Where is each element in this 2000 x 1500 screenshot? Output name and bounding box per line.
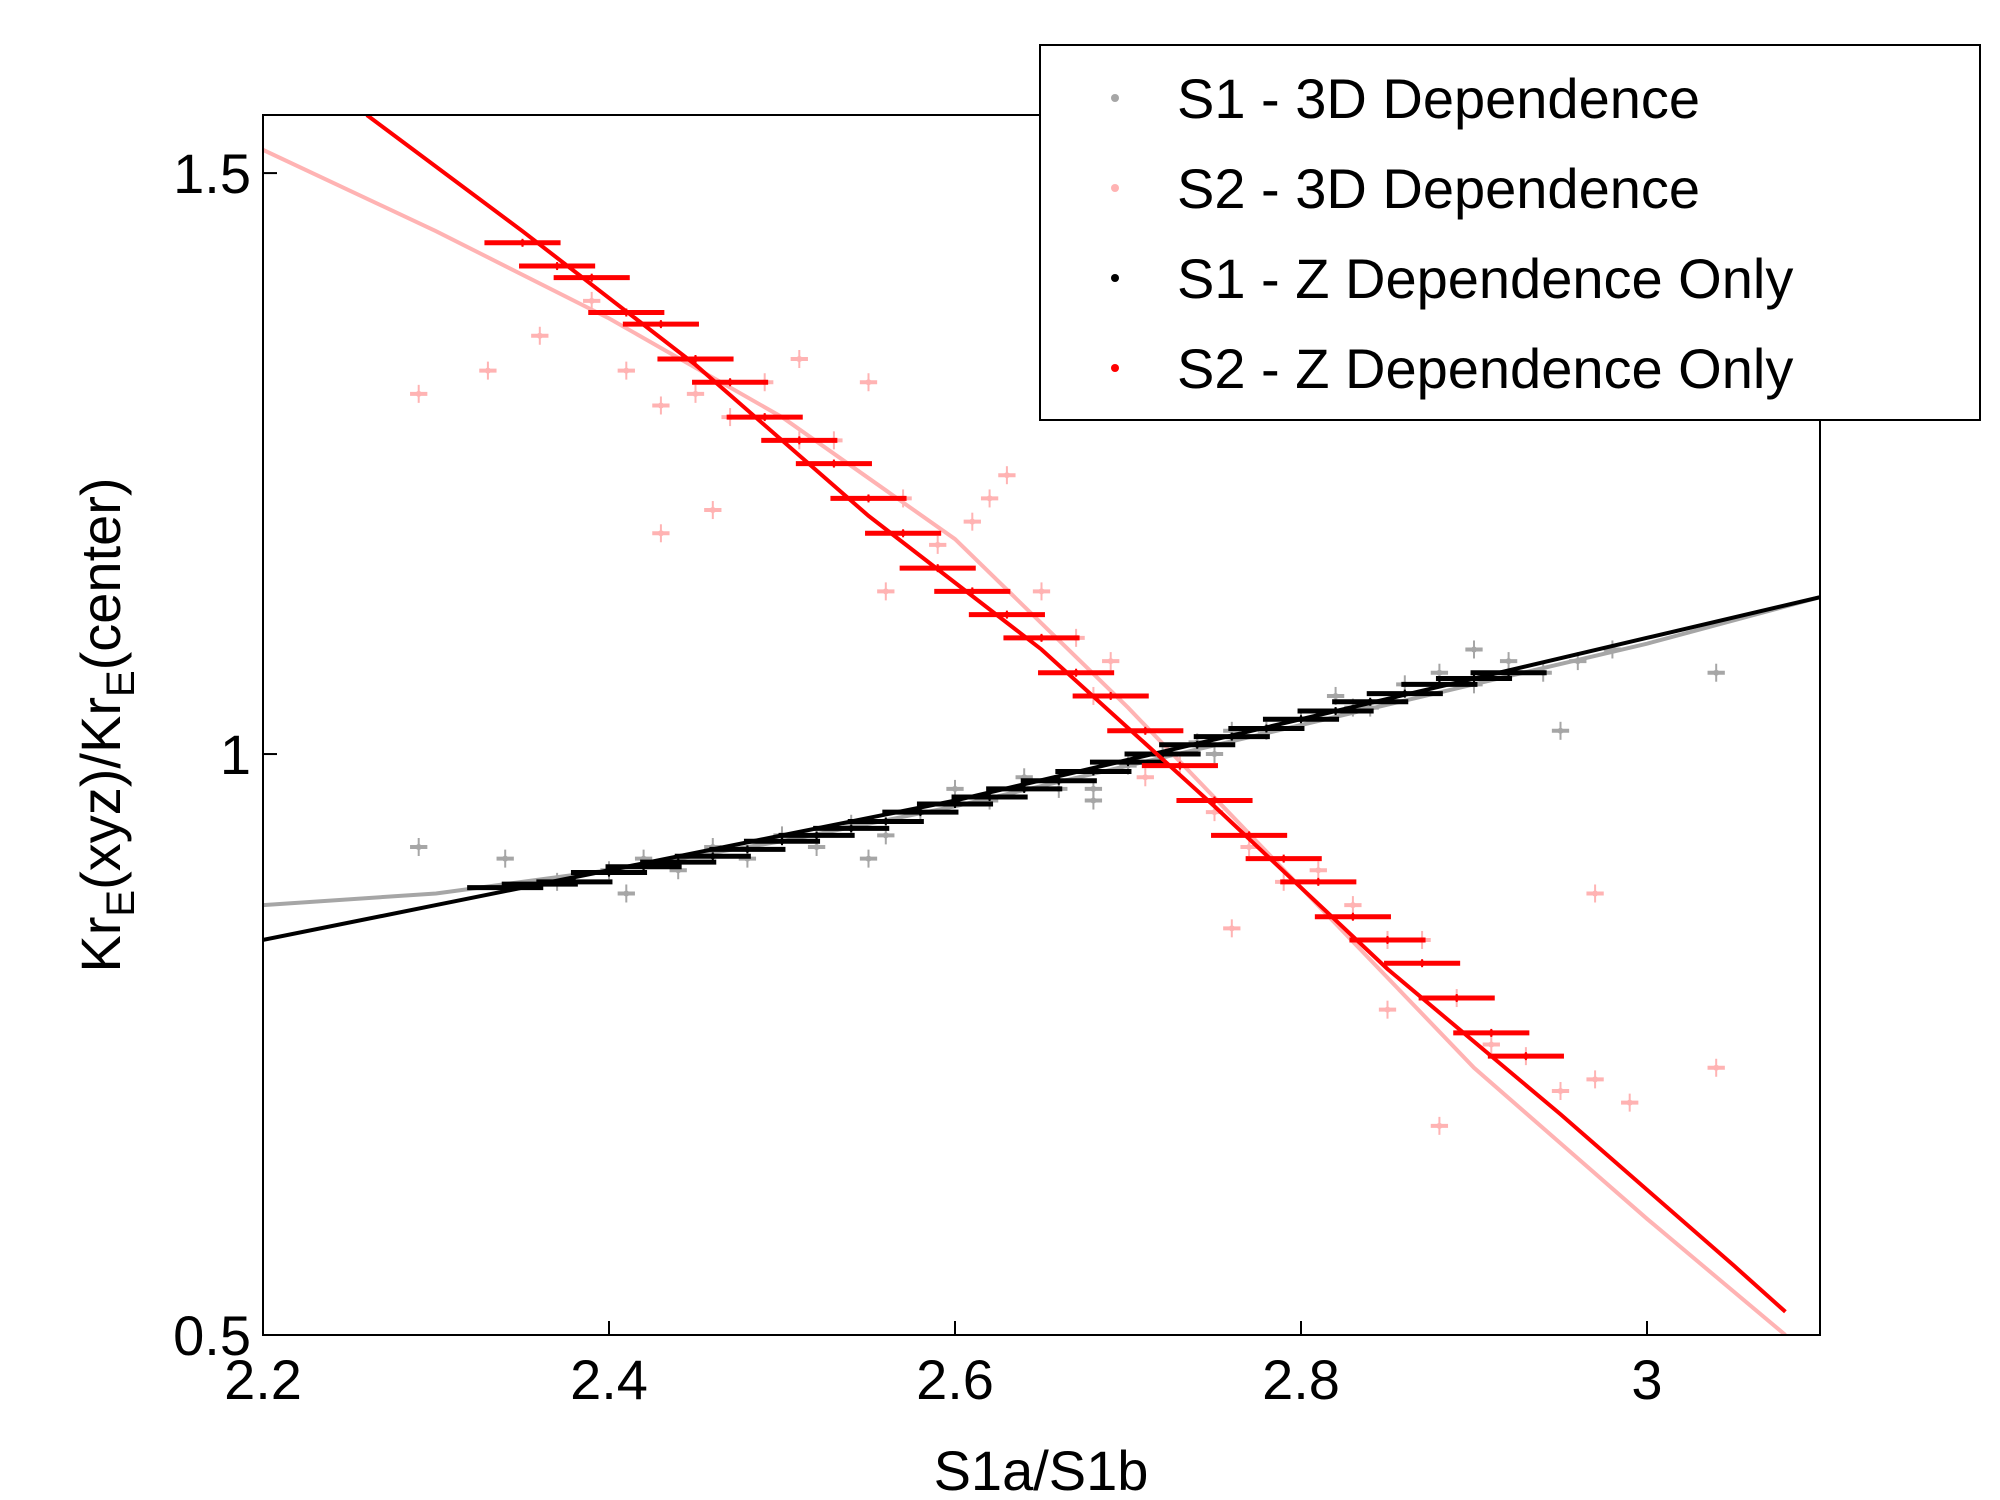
data-point-1-16 xyxy=(1032,582,1051,601)
data-point-1-33 xyxy=(1621,1093,1639,1112)
data-point-1-15 xyxy=(998,466,1016,485)
data-point-1-6 xyxy=(686,384,705,403)
data-point-1-38 xyxy=(877,582,895,601)
data-point-0-1 xyxy=(496,849,514,868)
data-point-0-0 xyxy=(410,838,428,856)
data-point-1-4 xyxy=(617,361,635,380)
plot-area xyxy=(263,115,1820,1335)
x-tick-label-4: 3 xyxy=(1631,1348,1662,1411)
data-point-3-20 xyxy=(1176,796,1253,805)
x-tick-label-2: 2.6 xyxy=(916,1348,994,1411)
x-axis-title: S1a/S1b xyxy=(934,1439,1149,1500)
data-point-3-17 xyxy=(1072,691,1149,700)
legend-item-2: S1 - Z Dependence Only xyxy=(1111,247,1793,310)
data-point-3-8 xyxy=(761,436,838,445)
data-point-3-16 xyxy=(1038,668,1115,677)
data-point-1-34 xyxy=(1707,1058,1725,1077)
data-point-0-36 xyxy=(859,849,878,868)
data-point-1-44 xyxy=(1586,884,1604,903)
y-axis-title: KrE(xyz)/KrE(center) xyxy=(69,477,143,972)
series-group xyxy=(263,115,1820,1335)
legend-marker-3 xyxy=(1111,364,1119,372)
legend-label-2: S1 - Z Dependence Only xyxy=(1177,247,1793,310)
data-point-3-24 xyxy=(1314,912,1391,921)
data-point-1-42 xyxy=(1378,1000,1397,1019)
data-point-0-29 xyxy=(1499,652,1518,671)
data-point-3-11 xyxy=(865,529,942,538)
data-point-1-31 xyxy=(1551,1082,1570,1100)
data-point-0-38 xyxy=(1205,745,1224,764)
legend-label-1: S2 - 3D Dependence xyxy=(1177,157,1700,220)
data-point-1-1 xyxy=(479,361,497,380)
data-point-3-14 xyxy=(968,610,1045,619)
legend-item-1: S2 - 3D Dependence xyxy=(1111,157,1700,220)
data-point-3-7 xyxy=(726,413,803,422)
data-point-1-14 xyxy=(963,512,981,531)
data-point-3-1 xyxy=(519,262,596,271)
legend-box xyxy=(1039,44,1981,421)
y-tick-label-2: 1.5 xyxy=(173,142,251,205)
data-point-3-19 xyxy=(1141,761,1218,770)
legend-marker-0 xyxy=(1111,94,1119,102)
data-point-3-25 xyxy=(1349,935,1426,944)
data-point-0-9 xyxy=(807,838,826,856)
y-tick-label-0: 0.5 xyxy=(173,1304,251,1367)
legend: S1 - 3D Dependence S2 - 3D Dependence S1… xyxy=(1039,44,1981,421)
axis-ticks: 2.2 2.4 2.6 2.8 3 0.5 1 1.5 xyxy=(173,142,1662,1411)
x-tick-label-3: 2.8 xyxy=(1262,1348,1340,1411)
data-point-3-27 xyxy=(1418,994,1495,1003)
data-point-1-5 xyxy=(652,396,670,415)
x-tick-label-1: 2.4 xyxy=(570,1348,648,1411)
data-point-1-39 xyxy=(980,489,999,508)
data-point-3-10 xyxy=(830,494,907,503)
data-point-3-15 xyxy=(1003,633,1080,642)
data-point-0-35 xyxy=(617,884,635,903)
x-tick-label-0: 2.2 xyxy=(224,1348,302,1411)
data-point-0-34 xyxy=(1551,721,1570,740)
data-point-3-4 xyxy=(622,320,699,329)
data-point-1-41 xyxy=(1223,919,1241,938)
data-point-3-2 xyxy=(553,273,630,282)
data-point-1-9 xyxy=(790,350,808,368)
data-point-3-26 xyxy=(1384,959,1461,968)
fit-line-7 xyxy=(365,115,1787,1314)
legend-label-3: S2 - Z Dependence Only xyxy=(1177,337,1793,400)
data-point-1-25 xyxy=(1344,896,1362,915)
data-point-3-0 xyxy=(484,238,561,247)
legend-marker-2 xyxy=(1111,274,1119,282)
fit-line-5 xyxy=(263,148,1787,1335)
data-point-1-0 xyxy=(410,384,428,403)
data-point-3-29 xyxy=(1487,1052,1564,1061)
data-point-1-43 xyxy=(1430,1116,1449,1135)
data-point-1-18 xyxy=(1102,652,1120,671)
legend-item-3: S2 - Z Dependence Only xyxy=(1111,337,1793,400)
data-point-3-18 xyxy=(1107,726,1184,735)
data-point-0-33 xyxy=(1707,663,1725,682)
data-point-0-11 xyxy=(877,826,895,845)
legend-label-0: S1 - 3D Dependence xyxy=(1177,67,1700,130)
data-point-1-3 xyxy=(583,291,601,310)
legend-marker-1 xyxy=(1111,184,1119,192)
data-point-1-2 xyxy=(531,326,549,345)
y-tick-label-1: 1 xyxy=(220,723,251,786)
data-point-1-32 xyxy=(1586,1070,1604,1089)
data-point-1-29 xyxy=(1482,1035,1500,1054)
fit-line-6 xyxy=(263,595,1820,942)
data-point-0-37 xyxy=(1084,791,1103,810)
data-point-3-22 xyxy=(1245,854,1322,863)
legend-item-0: S1 - 3D Dependence xyxy=(1111,67,1700,130)
data-point-1-13 xyxy=(929,535,947,554)
data-point-1-36 xyxy=(704,501,722,520)
data-point-3-6 xyxy=(692,378,769,387)
data-point-1-19 xyxy=(1136,768,1154,787)
data-point-1-24 xyxy=(1309,861,1327,880)
data-point-0-40 xyxy=(1465,640,1483,659)
data-point-3-5 xyxy=(657,355,734,363)
data-point-1-35 xyxy=(652,524,670,543)
data-point-1-11 xyxy=(859,373,878,392)
